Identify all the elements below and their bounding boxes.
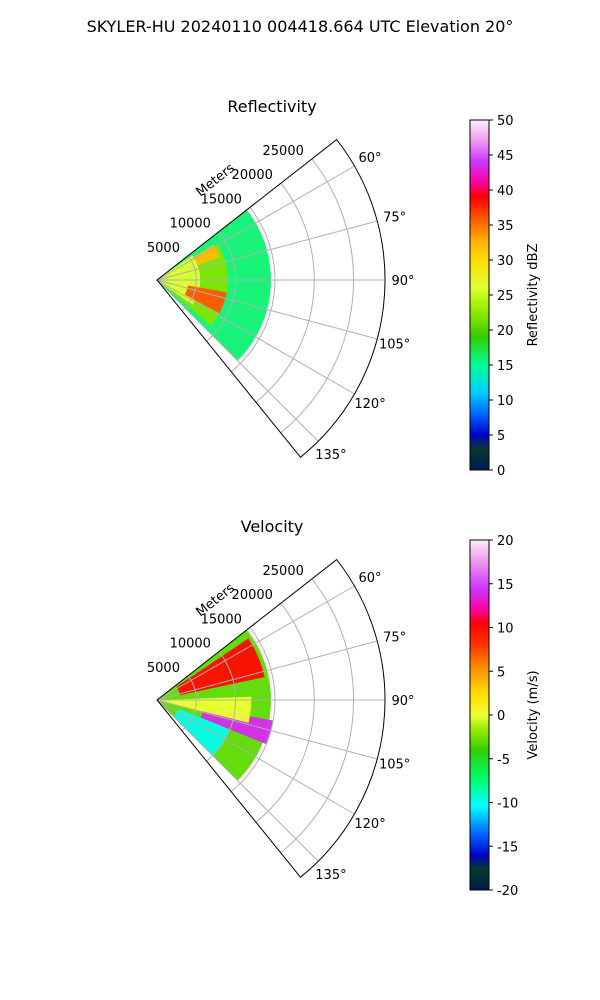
reflectivity-angle-tick-label: 60° xyxy=(359,151,382,166)
velocity-colorbar-tick-label: 15 xyxy=(497,578,514,593)
velocity-panel: Velocity 500010000150002000025000Meters6… xyxy=(147,517,541,899)
velocity-angle-tick-label: 60° xyxy=(359,571,382,586)
velocity-range-ring xyxy=(255,602,315,823)
reflectivity-colorbar-tick-label: 30 xyxy=(497,254,514,269)
reflectivity-colorbar-tick-label: 0 xyxy=(497,464,505,479)
reflectivity-colorbar-tick-label: 25 xyxy=(497,289,514,304)
velocity-range-ring xyxy=(280,578,354,854)
velocity-spoke xyxy=(156,699,355,815)
reflectivity-spoke xyxy=(156,279,378,340)
reflectivity-angle-tick-label: 75° xyxy=(383,210,406,225)
velocity-echo xyxy=(157,629,274,781)
reflectivity-angle-tick-label: 105° xyxy=(379,338,410,353)
reflectivity-angle-tick-label: 120° xyxy=(354,397,385,412)
velocity-colorbar: -20 -15 -10 -5 0 5 10 15 20 Velocity (m/s) xyxy=(469,534,541,899)
velocity-range-tick-label: 5000 xyxy=(147,661,180,676)
reflectivity-panel: Reflectivity 500010000150002000025000Met… xyxy=(147,97,541,479)
velocity-spoke xyxy=(156,585,355,701)
velocity-grid xyxy=(156,578,385,862)
velocity-range-ring xyxy=(206,651,237,762)
figure-title: SKYLER-HU 20240110 004418.664 UTC Elevat… xyxy=(87,17,514,36)
reflectivity-colorbar-label: Reflectivity dBZ xyxy=(526,244,541,347)
reflectivity-range-tick-label: 5000 xyxy=(147,241,180,256)
velocity-angle-tick-label: 135° xyxy=(315,868,346,883)
reflectivity-colorbar-tick-label: 45 xyxy=(497,149,514,164)
velocity-range-ring xyxy=(230,627,276,793)
reflectivity-colorbar: 0 5 10 15 20 25 30 35 40 45 50 Reflectivity dBZ xyxy=(469,114,541,479)
velocity-spoke xyxy=(156,699,378,760)
velocity-echo-region xyxy=(157,696,252,723)
reflectivity-range-ring xyxy=(181,255,197,311)
velocity-colorbar-label: Velocity (m/s) xyxy=(526,670,541,759)
reflectivity-colorbar-bar xyxy=(469,119,490,471)
reflectivity-spoke xyxy=(156,279,355,395)
reflectivity-range-tick-label: 10000 xyxy=(170,217,211,232)
reflectivity-range-tick-label: 25000 xyxy=(263,144,304,159)
reflectivity-angle-tick-label: 90° xyxy=(391,274,414,289)
velocity-range-tick-label: 10000 xyxy=(170,637,211,652)
reflectivity-grid xyxy=(156,158,385,442)
reflectivity-range-ring xyxy=(255,182,315,403)
velocity-range-tick-label: 20000 xyxy=(232,588,273,603)
reflectivity-spoke xyxy=(156,165,355,281)
reflectivity-echo-region xyxy=(193,244,220,266)
reflectivity-range-ring xyxy=(206,231,237,342)
reflectivity-echo xyxy=(157,209,271,361)
velocity-angle-tick-label: 90° xyxy=(391,694,414,709)
velocity-colorbar-tick-label: -10 xyxy=(497,797,518,812)
velocity-frame xyxy=(156,558,386,878)
velocity-colorbar-tick-label: 10 xyxy=(497,622,514,637)
velocity-range-ring xyxy=(181,675,197,731)
reflectivity-colorbar-tick-label: 5 xyxy=(497,429,505,444)
velocity-angle-tick-label: 105° xyxy=(379,758,410,773)
reflectivity-colorbar-tick-label: 40 xyxy=(497,184,514,199)
velocity-angle-tick-label: 120° xyxy=(354,817,385,832)
reflectivity-range-tick-label: 15000 xyxy=(201,192,242,207)
reflectivity-colorbar-tick-label: 35 xyxy=(497,219,514,234)
reflectivity-echo-region xyxy=(184,285,227,314)
reflectivity-range-ring xyxy=(280,158,354,434)
reflectivity-range-ring xyxy=(230,207,276,373)
velocity-colorbar-bar xyxy=(469,539,490,891)
velocity-range-tick-label: 15000 xyxy=(201,612,242,627)
velocity-title: Velocity xyxy=(241,517,304,536)
reflectivity-colorbar-tick-label: 20 xyxy=(497,324,514,339)
velocity-angle-tick-label: 75° xyxy=(383,630,406,645)
reflectivity-spoke xyxy=(156,220,378,281)
velocity-spoke xyxy=(156,699,319,862)
velocity-colorbar-tick-label: 0 xyxy=(497,709,505,724)
velocity-spoke xyxy=(156,640,378,701)
velocity-echo-region xyxy=(176,638,265,696)
reflectivity-range-tick-label: 20000 xyxy=(232,168,273,183)
reflectivity-spoke xyxy=(156,279,319,442)
velocity-colorbar-tick-label: 5 xyxy=(497,665,505,680)
reflectivity-colorbar-tick-label: 10 xyxy=(497,394,514,409)
velocity-colorbar-tick-label: -15 xyxy=(497,840,518,855)
velocity-colorbar-tick-label: -20 xyxy=(497,884,518,899)
velocity-echo-region xyxy=(200,708,274,745)
reflectivity-colorbar-tick-label: 15 xyxy=(497,359,514,374)
reflectivity-angle-tick-label: 135° xyxy=(315,448,346,463)
reflectivity-frame xyxy=(156,138,386,458)
velocity-echo-region xyxy=(173,708,230,756)
reflectivity-colorbar-tick-label: 50 xyxy=(497,114,514,129)
velocity-range-tick-label: 25000 xyxy=(263,564,304,579)
reflectivity-title: Reflectivity xyxy=(227,97,316,116)
velocity-colorbar-tick-label: -5 xyxy=(497,753,510,768)
reflectivity-axis: 500010000150002000025000Meters60°75°90°1… xyxy=(147,138,415,463)
velocity-colorbar-tick-label: 20 xyxy=(497,534,514,549)
